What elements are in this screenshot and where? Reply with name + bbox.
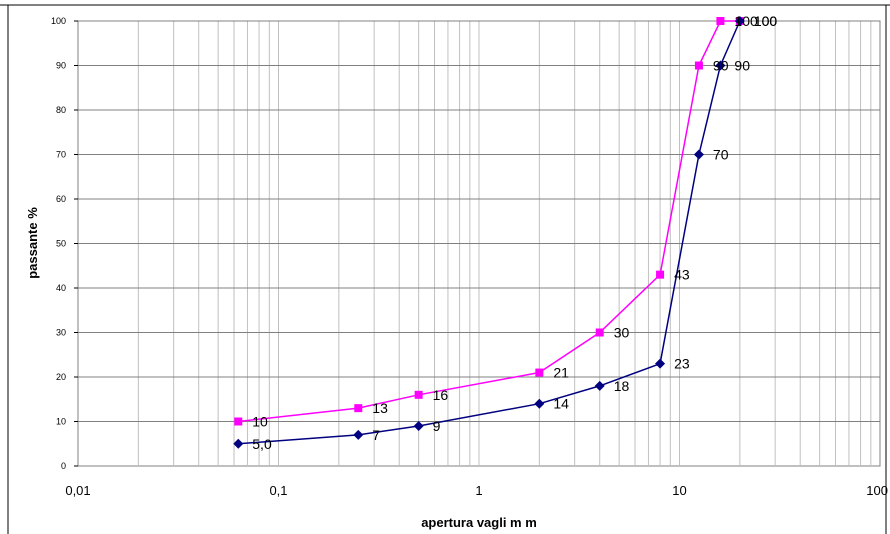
y-tick-label: 70 <box>56 150 66 160</box>
data-point-square <box>656 270 665 279</box>
data-label: 30 <box>614 325 630 341</box>
x-tick-label: 100 <box>866 483 888 498</box>
data-label: 16 <box>433 387 449 403</box>
y-tick-label: 20 <box>56 372 66 382</box>
chart-frame <box>0 4 890 534</box>
data-point-square <box>716 17 725 25</box>
data-point-diamond <box>655 358 666 369</box>
data-label: 7 <box>372 427 380 443</box>
data-label: 14 <box>553 396 569 412</box>
x-tick-label: 10 <box>672 483 686 498</box>
data-point-diamond <box>353 429 364 440</box>
y-axis-ticks: 0 10 20 30 40 50 60 70 80 90 100 <box>51 16 78 471</box>
data-label: 21 <box>553 365 569 381</box>
data-label: 9 <box>433 418 441 434</box>
x-tick-label: 0,01 <box>65 483 90 498</box>
x-tick-label: 0,1 <box>269 483 287 498</box>
data-label: 10 <box>252 414 268 430</box>
data-point-diamond <box>233 438 244 449</box>
data-label: 18 <box>614 378 630 394</box>
data-label: 100 <box>754 13 778 29</box>
data-point-diamond <box>734 16 745 26</box>
y-tick-label: 80 <box>56 105 66 115</box>
data-point-square <box>414 390 423 399</box>
data-label: 23 <box>674 356 690 372</box>
data-point-diamond <box>693 149 704 160</box>
y-tick-label: 30 <box>56 328 66 338</box>
x-axis-ticks: 0,01 0,1 1 10 100 <box>65 483 888 498</box>
y-tick-label: 100 <box>51 16 66 26</box>
data-label: 100 <box>754 13 778 29</box>
y-tick-label: 10 <box>56 417 66 427</box>
data-label: 100 <box>734 13 758 29</box>
x-tick-label: 1 <box>475 483 482 498</box>
data-point-square <box>694 61 703 70</box>
data-point-square <box>595 328 604 337</box>
data-point-diamond <box>594 380 605 391</box>
y-tick-label: 60 <box>56 194 66 204</box>
data-point-diamond <box>413 420 424 431</box>
grid-lines <box>78 20 880 466</box>
data-label: 5,0 <box>252 436 272 452</box>
data-point-diamond <box>534 398 545 409</box>
data-point-square <box>234 417 243 426</box>
y-axis-title: passante % <box>25 207 40 279</box>
y-tick-label: 50 <box>56 239 66 249</box>
data-series <box>233 16 745 449</box>
data-label: 70 <box>713 147 729 163</box>
data-label: 90 <box>713 58 729 74</box>
data-point-square <box>354 404 363 413</box>
data-point-square <box>535 368 544 377</box>
data-label: 43 <box>674 267 690 283</box>
y-tick-label: 40 <box>56 283 66 293</box>
x-axis-title: apertura vagli m m <box>421 515 537 530</box>
y-tick-label: 0 <box>61 461 66 471</box>
y-tick-label: 90 <box>56 61 66 71</box>
data-label: 90 <box>734 58 750 74</box>
data-label: 13 <box>372 400 388 416</box>
data-point-diamond <box>715 60 726 71</box>
